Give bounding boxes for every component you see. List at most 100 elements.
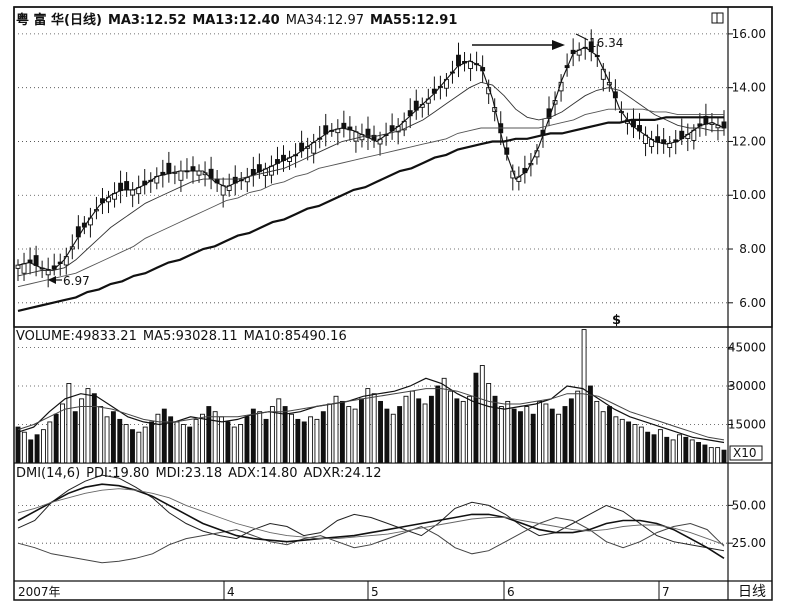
- volume-bar: [613, 416, 619, 464]
- volume-bar: [409, 390, 415, 464]
- price-ma13-line: [17, 81, 724, 277]
- y-tick-label: 14.00: [732, 81, 766, 95]
- volume-bar: [72, 411, 78, 464]
- volume-value: VOLUME:49833.21: [16, 329, 137, 344]
- volume-bar: [308, 416, 314, 464]
- volume-bar: [715, 447, 721, 464]
- volume-bar: [269, 406, 275, 464]
- volume-bar: [136, 431, 142, 464]
- period-label[interactable]: 日线: [738, 584, 766, 600]
- volume-bar: [575, 390, 581, 464]
- volume-bar: [498, 406, 504, 464]
- dmi-adxr: ADXR:24.12: [303, 466, 382, 481]
- volume-bar: [346, 406, 352, 464]
- volume-unit-badge-box: [729, 445, 763, 461]
- x-axis-labels: 2007年 4 5 6 7: [18, 581, 670, 600]
- stock-name: 粤 富 华(日线): [16, 13, 102, 28]
- y-axis-labels: 16.00 14.00 12.00 10.00 8.00 6.00 45000 30000 15…: [728, 27, 766, 550]
- volume-bar: [320, 411, 326, 464]
- volume-bar: [511, 408, 517, 464]
- dmi-pdi-line: [17, 474, 725, 552]
- volume-bar: [47, 421, 53, 464]
- candle-body: [600, 68, 606, 80]
- y-tick-label: 16.00: [732, 27, 766, 41]
- volume-bar: [225, 421, 231, 464]
- low-price-label: 6.97: [63, 274, 90, 288]
- dmi-panel-header: DMI(14,6) PDI:19.80 MDI:23.18 ADX:14.80 ADXR…: [16, 466, 388, 481]
- volume-bar: [91, 393, 97, 464]
- volume-bar: [397, 406, 403, 464]
- volume-bar: [40, 429, 46, 464]
- ma34-value: MA34:12.97: [285, 13, 364, 28]
- volume-bar: [110, 411, 116, 464]
- volume-bar: [721, 449, 727, 464]
- x-tick-label: 2007年: [18, 585, 61, 599]
- price-ma34-line: [17, 108, 724, 288]
- volume-bar: [696, 442, 702, 464]
- volume-bar: [155, 413, 161, 464]
- y-tick-label: 15000: [728, 418, 766, 432]
- volume-bar: [219, 416, 224, 464]
- dmi-adx-line: [17, 483, 725, 559]
- volume-bar: [530, 413, 536, 464]
- volume-layer: [15, 329, 727, 464]
- volume-bar: [607, 406, 612, 464]
- candle-body: [33, 255, 39, 266]
- volume-bar: [632, 424, 638, 464]
- volume-bar: [187, 426, 193, 464]
- volume-bar: [683, 436, 689, 464]
- volume-bar: [250, 408, 256, 464]
- volume-bar: [587, 385, 593, 464]
- signal-marker: $: [612, 313, 621, 328]
- volume-bar: [448, 390, 453, 464]
- volume-bar: [518, 411, 523, 464]
- candle-body: [220, 185, 226, 196]
- low-arrow-head: [48, 276, 56, 284]
- y-tick-label: 10.00: [732, 188, 766, 202]
- volume-unit-badge: X10: [733, 446, 757, 460]
- candle-body: [456, 54, 461, 67]
- high-pointer: [575, 33, 589, 41]
- x-tick-label: 6: [507, 585, 515, 599]
- volume-bar: [702, 444, 708, 464]
- volume-bar: [257, 411, 263, 464]
- x-tick-label: 5: [371, 585, 379, 599]
- high-price-label: 16.34: [589, 36, 623, 50]
- volume-bar: [537, 400, 542, 464]
- volume-bar: [339, 400, 345, 464]
- y-tick-label: 6.00: [739, 296, 766, 310]
- volume-bar: [384, 408, 390, 464]
- candle-body: [178, 170, 184, 181]
- volume-bar: [594, 400, 600, 464]
- price-ma3-line: [17, 46, 725, 272]
- volume-bar: [619, 418, 625, 464]
- volume-bar: [638, 426, 644, 464]
- dmi-pdi: PDI:19.80: [86, 466, 150, 481]
- volume-ma5: MA5:93028.11: [142, 329, 238, 344]
- volume-bar: [460, 400, 466, 464]
- volume-bar: [130, 429, 135, 464]
- volume-bar: [263, 418, 269, 464]
- ma13-value: MA13:12.40: [192, 13, 280, 28]
- candle-body: [196, 170, 202, 176]
- volume-bar: [200, 413, 205, 464]
- volume-bar: [104, 416, 110, 464]
- volume-bar: [21, 431, 27, 464]
- y-tick-label: 30000: [728, 379, 766, 393]
- volume-ma10-line: [17, 388, 725, 441]
- volume-bar: [651, 434, 657, 464]
- price-layer: [15, 29, 727, 312]
- volume-bar: [79, 398, 85, 464]
- volume-bar: [454, 398, 460, 464]
- outer-frame: [13, 6, 773, 601]
- dmi-adxr-line: [17, 488, 725, 546]
- volume-bar: [486, 383, 492, 464]
- volume-bar: [441, 377, 447, 464]
- volume-bar: [562, 406, 568, 464]
- y-tick-label: 12.00: [732, 134, 766, 148]
- volume-bar: [212, 411, 218, 464]
- volume-bar: [295, 418, 301, 464]
- volume-bar: [524, 406, 530, 464]
- volume-bar: [352, 408, 358, 464]
